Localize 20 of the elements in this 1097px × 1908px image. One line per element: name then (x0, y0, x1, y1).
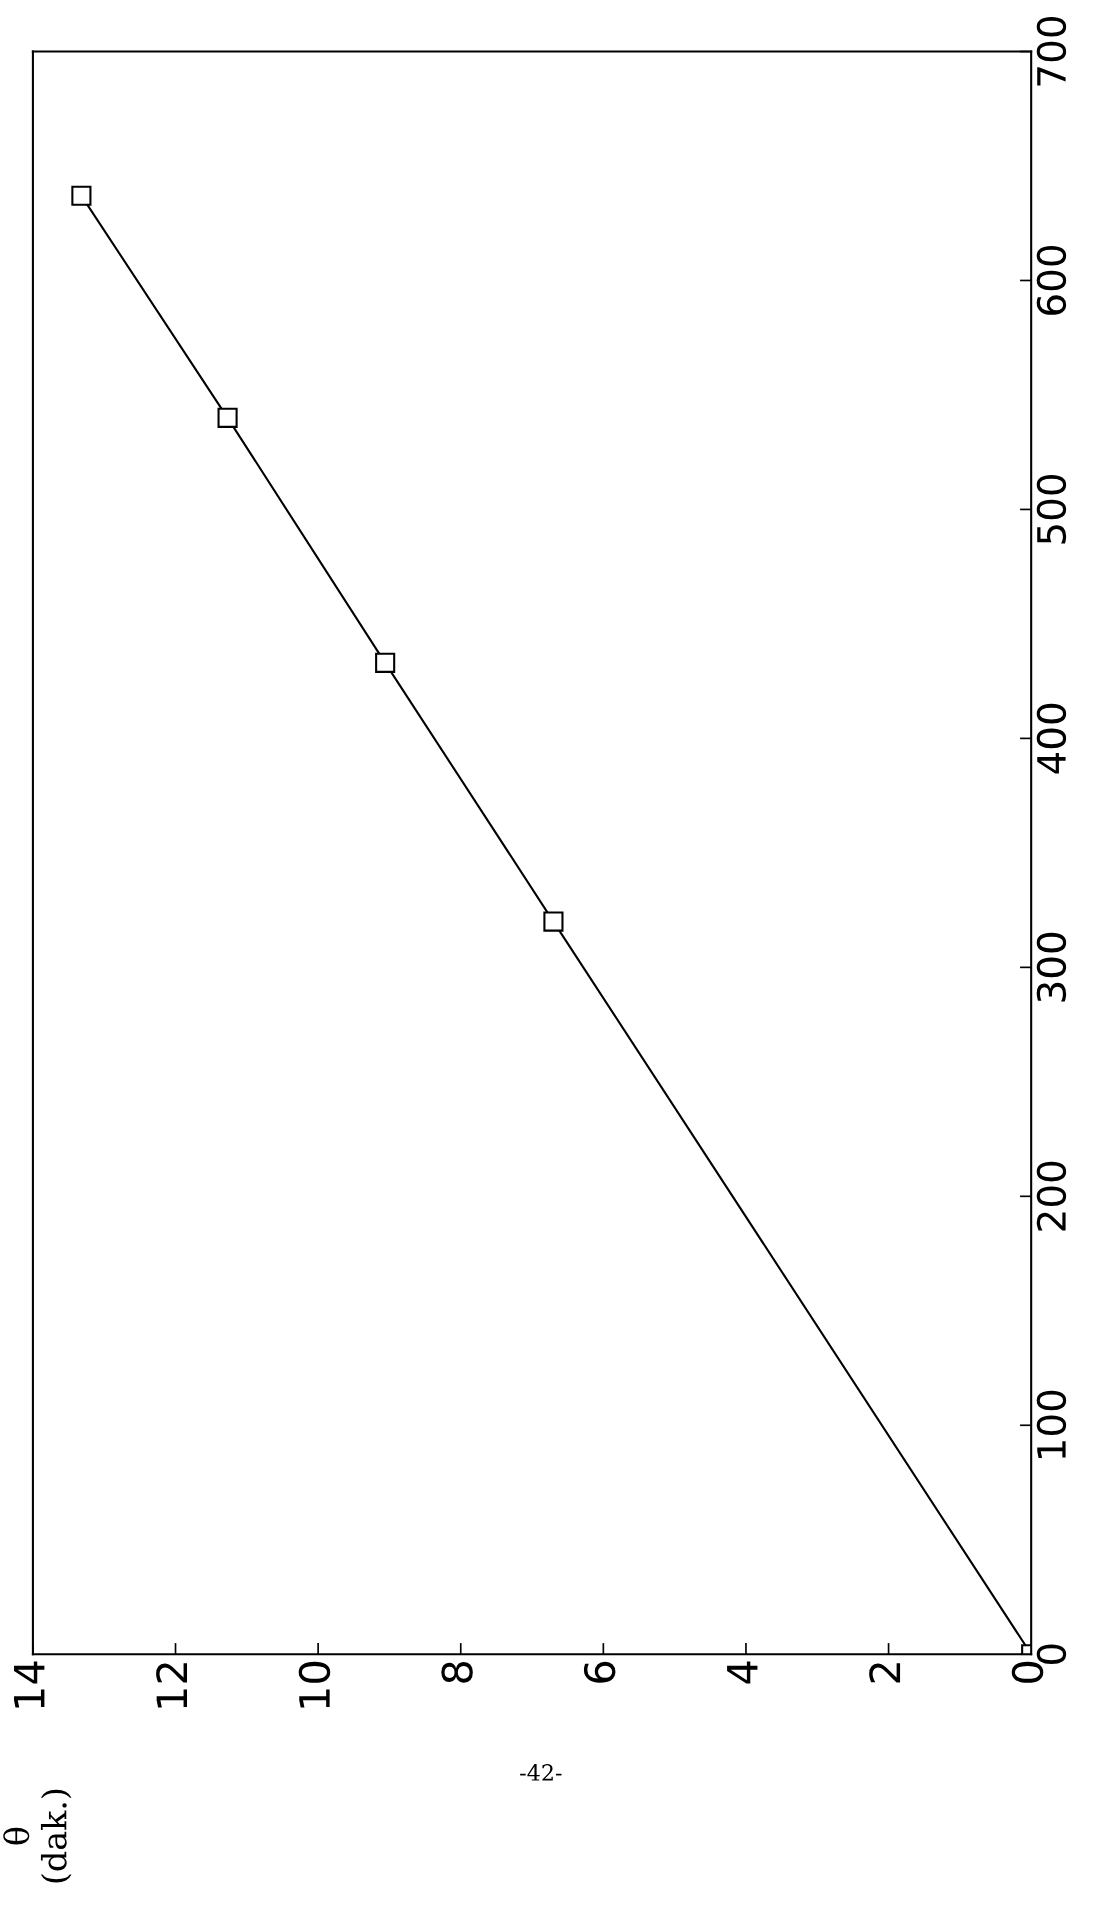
y-tick-label: 200 (1036, 1161, 1067, 1231)
y-tick-label: 400 (1036, 703, 1067, 774)
x-tick-label: 8 (441, 1661, 473, 1683)
text: -42- (520, 1764, 562, 1781)
text: θ (dak.) (3, 1789, 72, 1883)
y-tick-label: 500 (1036, 474, 1067, 544)
y-tick-label: 100 (1036, 1390, 1067, 1459)
y-tick-label: 300 (1036, 932, 1067, 1002)
x-tick-label: 12 (156, 1663, 188, 1708)
x-tick-label: 14 (14, 1661, 45, 1708)
x-tick-label: 4 (727, 1661, 758, 1684)
point (71, 185, 92, 206)
point (217, 407, 238, 428)
x-tick-label: 2 (869, 1663, 901, 1683)
point (375, 652, 396, 673)
x-tick-label: 10 (298, 1661, 331, 1708)
y-tick-label: 600 (1036, 245, 1067, 315)
point (543, 911, 564, 932)
x-tick-label: 6 (583, 1661, 616, 1683)
y-tick-label: 700 (1036, 16, 1067, 86)
